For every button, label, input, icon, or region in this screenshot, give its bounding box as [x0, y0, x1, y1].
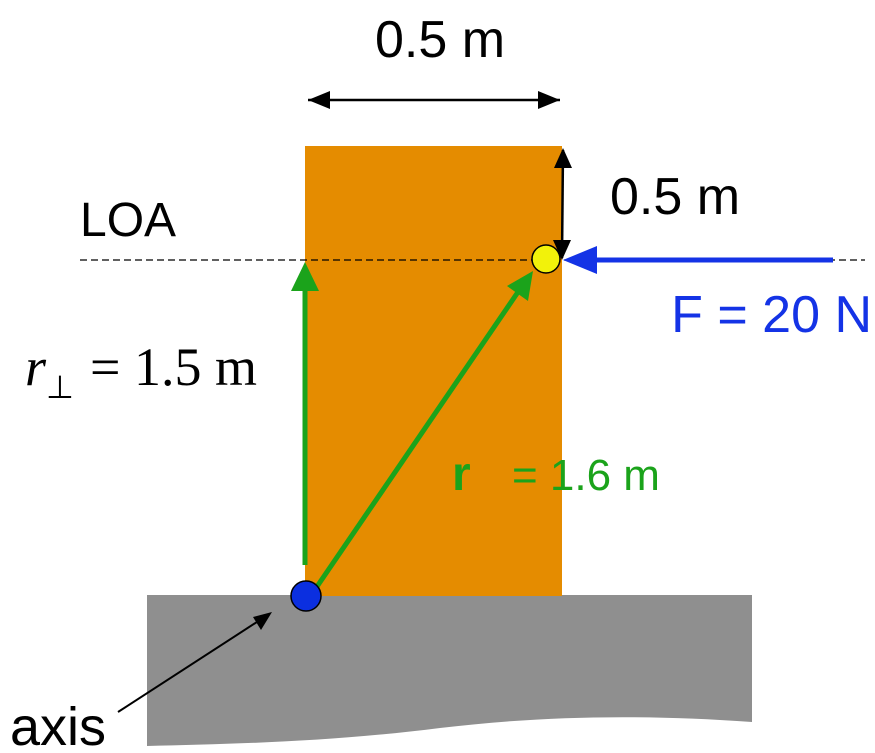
loa-label: LOA [80, 194, 176, 247]
r-symbol: r [452, 448, 471, 501]
block [305, 146, 562, 596]
axis-label: axis [10, 697, 106, 753]
width-label: 0.5 m [375, 11, 505, 69]
axis-pointer-arrow [117, 619, 261, 713]
force-point-icon [531, 244, 561, 274]
r-perp-subscript: ⊥ [46, 369, 74, 405]
r-perp-symbol: r [25, 337, 47, 397]
offset-label: 0.5 m [610, 168, 740, 226]
r-vector [313, 290, 521, 590]
r-value: = 1.6 m [512, 451, 660, 500]
force-label: F = 20 N [671, 286, 872, 344]
ground [147, 595, 752, 746]
axis-point-icon [290, 580, 322, 612]
r-perp-value: = 1.5 m [90, 337, 257, 397]
